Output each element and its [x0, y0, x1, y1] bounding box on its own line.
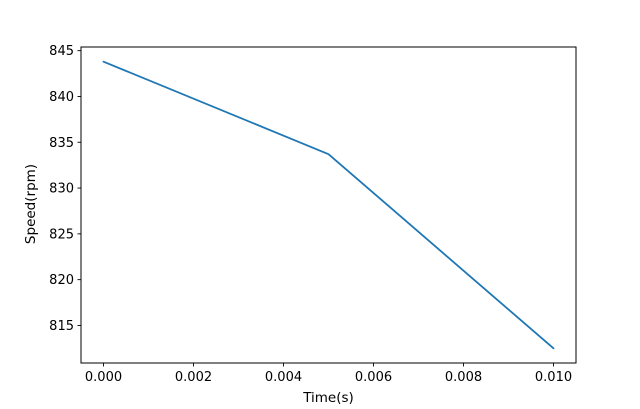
- x-axis-label: Time(s): [303, 390, 354, 406]
- y-tick-label: 840: [49, 90, 74, 105]
- x-tick-label: 0.000: [85, 370, 122, 385]
- x-tick-label: 0.010: [535, 370, 572, 385]
- speed-line: [102, 60, 555, 350]
- y-axis-label: Speed(rpm): [23, 163, 39, 245]
- x-tick-label: 0.002: [175, 370, 212, 385]
- y-tick-label: 820: [49, 273, 74, 288]
- y-tick-label: 815: [49, 319, 74, 334]
- y-tick-label: 835: [49, 136, 74, 151]
- x-tick-label: 0.008: [445, 370, 482, 385]
- x-tick-label: 0.006: [355, 370, 392, 385]
- axes-frame: [80, 46, 577, 364]
- y-tick-label: 845: [49, 44, 74, 59]
- x-tick-label: 0.004: [265, 370, 302, 385]
- y-tick-label: 825: [49, 227, 74, 242]
- y-tick-label: 830: [49, 182, 74, 197]
